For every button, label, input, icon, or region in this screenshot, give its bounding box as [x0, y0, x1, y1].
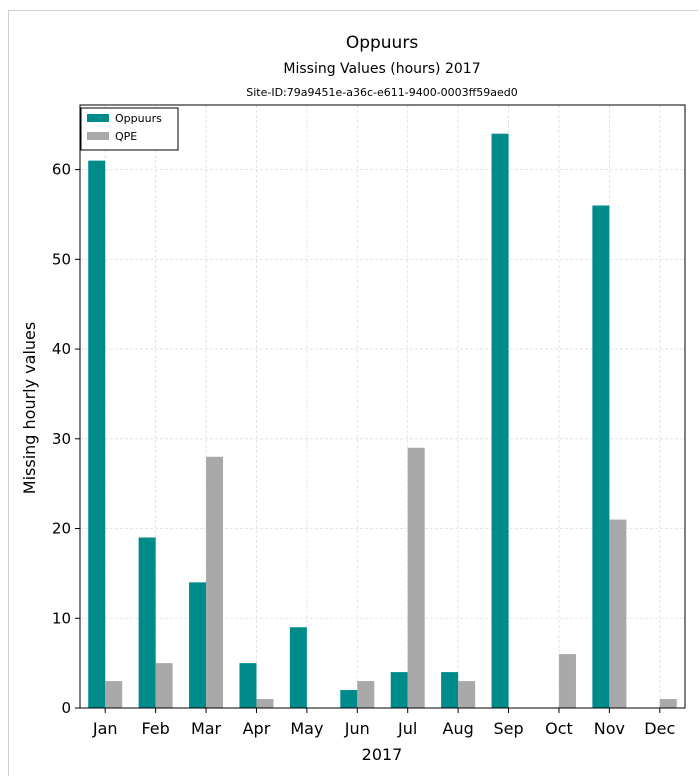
x-tick-label: Jul: [397, 719, 417, 738]
bar-qpe-dec: [659, 699, 677, 708]
x-tick-label: Aug: [443, 719, 474, 738]
bar-qpe-jan: [105, 681, 123, 708]
x-tick-label: Apr: [243, 719, 271, 738]
bar-qpe-apr: [256, 699, 274, 708]
x-tick-label: Nov: [594, 719, 625, 738]
bar-qpe-aug: [458, 681, 476, 708]
bar-qpe-oct: [558, 654, 576, 708]
x-tick-label: May: [290, 719, 323, 738]
y-tick-label: 30: [52, 430, 71, 448]
bar-oppuurs-nov: [592, 205, 610, 708]
bar-oppuurs-apr: [239, 663, 257, 708]
y-axis-label: Missing hourly values: [20, 322, 39, 494]
legend-swatch-oppuurs: [87, 114, 109, 122]
y-tick-label: 40: [52, 340, 71, 358]
y-tick-label: 0: [61, 699, 71, 717]
legend: Oppuurs QPE: [80, 107, 179, 151]
y-tick-label: 50: [52, 250, 71, 268]
y-tick-label: 60: [52, 161, 71, 179]
y-tick-label: 20: [52, 520, 71, 538]
x-tick-label: Sep: [493, 719, 523, 738]
bar-oppuurs-aug: [441, 672, 459, 708]
y-axis: 0 10 20 30 40 50 60: [52, 161, 80, 717]
bar-qpe-feb: [155, 663, 173, 708]
x-axis: Jan Feb Mar Apr May Jun Jul Aug Sep Oct Nov Dec: [92, 708, 675, 738]
chart-subtitle: Missing Values (hours) 2017: [283, 61, 480, 77]
bar-qpe-nov: [609, 519, 627, 708]
x-axis-label: 2017: [362, 745, 403, 764]
x-tick-label: Jun: [344, 719, 370, 738]
legend-label-oppuurs: Oppuurs: [115, 112, 162, 125]
x-tick-label: Oct: [545, 719, 573, 738]
bars: [88, 133, 677, 709]
figure-frame: [8, 10, 698, 776]
bar-oppuurs-jul: [390, 672, 408, 708]
bar-oppuurs-sep: [491, 133, 509, 708]
chart-title: Oppuurs: [346, 33, 419, 53]
legend-swatch-qpe: [87, 132, 109, 140]
bar-oppuurs-jan: [88, 160, 106, 709]
x-tick-label: Mar: [191, 719, 222, 738]
bar-qpe-jun: [357, 681, 375, 708]
bar-oppuurs-feb: [138, 537, 156, 708]
y-tick-label: 10: [52, 609, 71, 627]
legend-label-qpe: QPE: [115, 130, 137, 143]
plot-area-border: [79, 104, 686, 709]
bar-oppuurs-jun: [340, 690, 358, 708]
x-tick-label: Dec: [644, 719, 675, 738]
x-tick-label: Jan: [92, 719, 118, 738]
bar-qpe-mar: [206, 456, 224, 708]
x-tick-label: Feb: [141, 719, 169, 738]
bar-oppuurs-mar: [189, 582, 207, 708]
site-id: Site-ID:79a9451e-a36c-e611-9400-0003ff59…: [246, 86, 518, 99]
bar-oppuurs-may: [289, 627, 307, 708]
bar-qpe-jul: [407, 447, 425, 708]
